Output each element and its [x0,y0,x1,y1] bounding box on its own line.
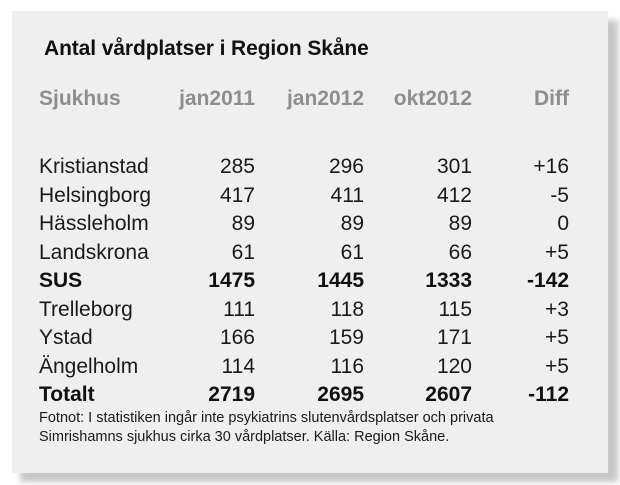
cell-diff: +5 [545,354,569,378]
cell-okt2012: 1333 [425,269,472,293]
cell-diff: +3 [545,297,569,321]
table-row: Trelleborg 111 118 115 +3 [39,296,569,325]
cell-hospital: Totalt [39,383,95,407]
column-header-jan2011: jan2011 [179,87,255,110]
cell-okt2012: 66 [448,240,472,264]
column-header-okt2012: okt2012 [393,87,472,110]
cell-okt2012: 120 [436,354,472,378]
cell-diff: 0 [557,212,569,236]
cell-diff: -5 [550,183,569,207]
cell-hospital: Hässleholm [39,212,149,236]
cell-jan2011: 89 [231,212,255,236]
cell-jan2012: 118 [330,297,364,321]
table-body: Kristianstad 285 296 301 +16 Helsingborg 417 41… [39,115,569,410]
cell-hospital: Ystad [39,326,93,350]
cell-okt2012: 2607 [425,383,472,407]
cell-diff: +5 [545,240,569,264]
cell-jan2012: 89 [340,212,364,236]
cell-jan2012: 159 [328,326,364,350]
table-row-total: Totalt 2719 2695 2607 -112 [39,381,569,410]
table-row: Kristianstad 285 296 301 +16 [39,153,569,182]
table-row: Helsingborg 417 411 412 -5 [39,182,569,211]
table-row-total: SUS 1475 1445 1333 -142 [39,267,569,296]
cell-jan2011: 1475 [208,269,255,293]
cell-okt2012: 171 [436,326,472,350]
table-row: Ystad 166 159 171 +5 [39,324,569,353]
footnote-line-2: Simrishamns sjukhus cirka 30 vårdplatser… [39,429,450,445]
cell-diff: -142 [526,269,569,293]
beds-table: Sjukhus jan2011 jan2012 okt2012 Diff Kri… [39,83,569,410]
cell-diff: +5 [545,326,569,350]
column-header-diff: Diff [534,87,569,110]
cell-okt2012: 412 [436,183,472,207]
cell-okt2012: 89 [448,212,472,236]
cell-jan2011: 114 [221,354,255,378]
cell-hospital: Ängelholm [39,354,139,378]
cell-hospital: SUS [39,269,83,293]
table-row: Ängelholm 114 116 120 +5 [39,353,569,382]
cell-jan2012: 61 [340,240,364,264]
cell-hospital: Landskrona [39,240,149,264]
cell-jan2011: 61 [231,240,255,264]
cell-jan2011: 166 [219,326,255,350]
info-card: Antal vårdplatser i Region Skåne Sjukhus… [12,11,608,473]
cell-jan2011: 285 [219,155,255,179]
cell-okt2012: 301 [436,155,472,179]
cell-jan2011: 111 [223,297,255,321]
column-header-hospital: Sjukhus [39,87,121,110]
cell-okt2012: 115 [438,297,472,321]
table-row: Hässleholm 89 89 89 0 [39,210,569,239]
header-row: Sjukhus jan2011 jan2012 okt2012 Diff [39,83,569,115]
footnote: Fotnot: I statistiken ingår inte psykiat… [39,409,599,447]
cell-jan2012: 116 [330,354,364,378]
cell-jan2012: 2695 [317,383,364,407]
cell-hospital: Kristianstad [39,155,149,179]
footnote-line-1: Fotnot: I statistiken ingår inte psykiat… [39,410,494,426]
column-header-jan2012: jan2012 [286,87,364,110]
cell-jan2012: 296 [328,155,364,179]
cell-hospital: Trelleborg [39,297,133,321]
spacer-cell [39,115,569,153]
cell-jan2012: 411 [330,183,364,207]
cell-jan2012: 1445 [317,269,364,293]
cell-hospital: Helsingborg [39,183,152,207]
cell-jan2011: 417 [219,183,255,207]
cell-diff: +16 [533,155,569,179]
cell-jan2011: 2719 [208,383,255,407]
table-title: Antal vårdplatser i Region Skåne [44,37,369,60]
table-row: Landskrona 61 61 66 +5 [39,239,569,268]
cell-diff: -112 [528,383,569,407]
header-spacer [39,115,569,153]
